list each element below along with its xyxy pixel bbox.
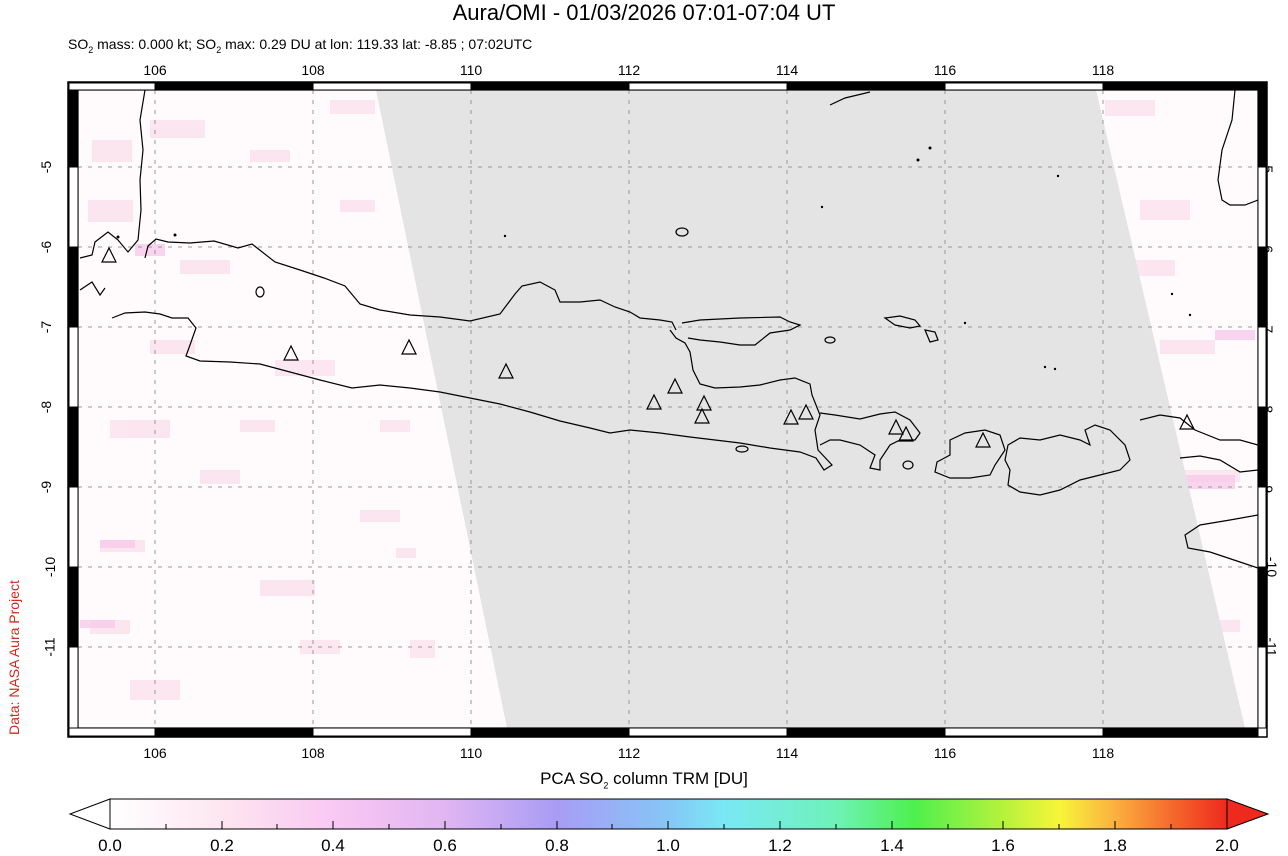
- lon-tick-bottom: 110: [459, 745, 483, 761]
- so2-label: SO: [68, 36, 89, 52]
- no-data-swath: [376, 90, 1245, 728]
- volcano-icon: [401, 338, 417, 355]
- colorbar-label-sub: 2: [603, 780, 609, 791]
- volcano-icon: [283, 344, 299, 361]
- colorbar-tick-label: 0.8: [545, 836, 569, 855]
- volcano-icon: [667, 377, 683, 394]
- colorbar-tick-label: 1.8: [1103, 836, 1127, 855]
- volcano-icon: [798, 403, 814, 420]
- so2-max-text: max: 0.29 DU at lon: 119.33 lat: -8.85 ;…: [221, 36, 533, 52]
- lon-tick-bottom: 108: [301, 745, 325, 761]
- coastlines: [79, 90, 1258, 569]
- so2-summary: SO2 mass: 0.000 kt; SO2 max: 0.29 DU at …: [68, 36, 532, 55]
- colorbar-tick-label: 0.0: [98, 836, 122, 855]
- colorbar: [68, 798, 1270, 830]
- volcano-icon: [975, 431, 991, 448]
- volcano-icon: [101, 246, 117, 263]
- colorbar-label-post: column TRM [DU]: [608, 769, 748, 788]
- volcano-icon: [888, 418, 904, 435]
- so2-label: SO: [195, 36, 217, 52]
- volcano-icon: [696, 394, 712, 411]
- colorbar-ticks: [165, 821, 1172, 829]
- frame-bars: [68, 82, 1267, 737]
- lon-tick-top: 108: [301, 62, 325, 78]
- volcano-markers: [101, 246, 1195, 448]
- so2-subscript: 2: [88, 44, 94, 55]
- so2-subscript: 2: [216, 44, 222, 55]
- colorbar-tick-label: 2.0: [1215, 836, 1239, 855]
- colorbar-label-pre: PCA SO: [540, 769, 604, 788]
- colorbar-label: PCA SO2 column TRM [DU]: [0, 769, 1288, 790]
- colorbar-tick-label: 0.4: [321, 836, 345, 855]
- colorbar-min-arrow-icon: [68, 798, 111, 830]
- map-title: Aura/OMI - 01/03/2026 07:01-07:04 UT: [452, 0, 836, 25]
- lon-tick-top: 114: [775, 62, 799, 78]
- lon-tick-top: 118: [1091, 62, 1115, 78]
- lon-tick-bottom: 118: [1091, 745, 1115, 761]
- colorbar-tick-label: 0.2: [210, 836, 234, 855]
- colorbar-tick-label: 1.0: [656, 836, 680, 855]
- lon-tick-top: 116: [933, 62, 957, 78]
- volcano-icon: [898, 425, 914, 442]
- lon-tick-top: 110: [459, 62, 483, 78]
- volcano-icon: [498, 362, 514, 379]
- graticule: [78, 90, 1258, 728]
- volcano-icon: [783, 408, 799, 425]
- lon-tick-bottom: 116: [933, 745, 957, 761]
- lon-tick-top: 112: [617, 62, 641, 78]
- volcano-icon: [646, 393, 662, 410]
- colorbar-tick-label: 1.2: [768, 836, 792, 855]
- volcano-icon: [694, 407, 710, 424]
- so2-mass-text: mass: 0.000 kt;: [93, 36, 196, 52]
- volcano-icon: [1179, 413, 1195, 430]
- lon-tick-top: 106: [143, 62, 167, 78]
- colorbar-tick-label: 0.6: [433, 836, 457, 855]
- small-islets: [116, 146, 1192, 371]
- colorbar-max-arrow-icon: [1226, 798, 1270, 830]
- colorbar-tick-label: 1.4: [880, 836, 904, 855]
- lon-tick-bottom: 106: [143, 745, 167, 761]
- lon-tick-bottom: 114: [775, 745, 799, 761]
- colorbar-tick-label: 1.6: [991, 836, 1015, 855]
- lon-tick-bottom: 112: [617, 745, 641, 761]
- map-plot-area: [78, 90, 1258, 728]
